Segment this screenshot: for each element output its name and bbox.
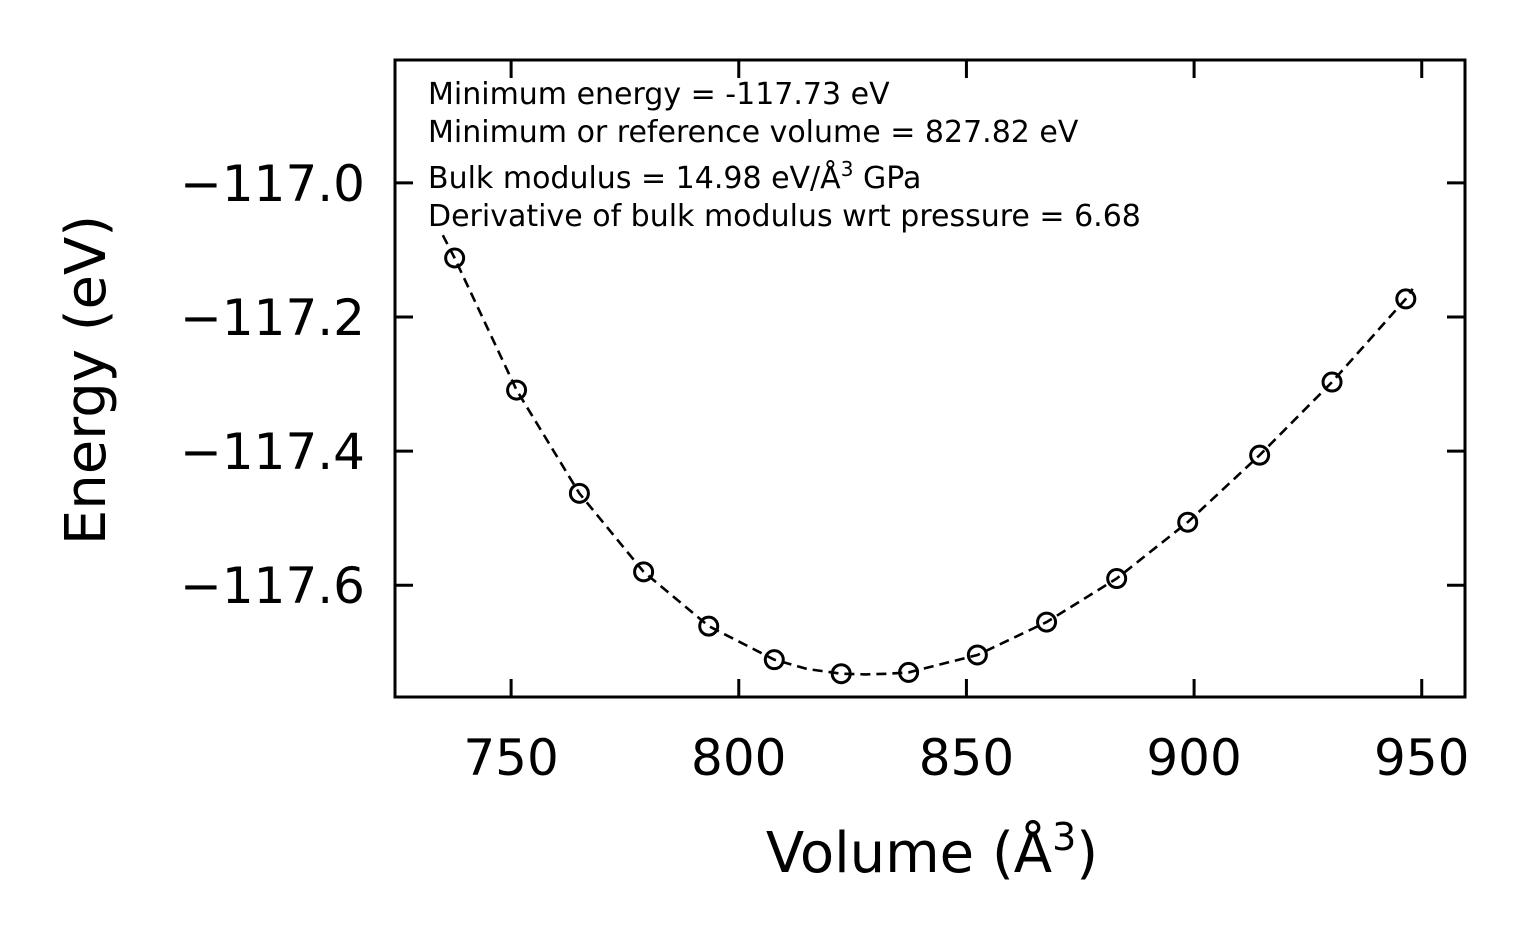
data-points [444, 247, 1417, 685]
data-point [966, 644, 988, 666]
y-tick-label: −117.6 [180, 557, 365, 615]
data-point [1395, 288, 1417, 310]
annotation-bulk-derivative: Derivative of bulk modulus wrt pressure … [428, 199, 1141, 234]
data-point [633, 561, 655, 583]
data-point [1177, 511, 1199, 533]
annotation-bulk-modulus: Bulk modulus = 14.98 eV/Å3 GPa [428, 157, 921, 196]
y-tick-label: −117.2 [180, 289, 365, 347]
annotation-min-energy: Minimum energy = -117.73 eV [428, 77, 890, 112]
y-axis-title: Energy (eV) [54, 215, 119, 545]
data-point [444, 247, 466, 269]
data-point [568, 482, 590, 504]
annotation-bulk-modulus-text: Bulk modulus = 14.98 eV/Å [428, 160, 841, 196]
plot-frame [393, 58, 1467, 699]
x-tick-label: 950 [1374, 729, 1469, 787]
data-point [830, 663, 852, 685]
x-axis-title-text: Volume (Å [766, 820, 1052, 886]
x-tick-label: 900 [1146, 729, 1241, 787]
x-tick-label: 850 [919, 729, 1014, 787]
data-point [1106, 568, 1128, 590]
x-tick-label: 800 [691, 729, 786, 787]
x-axis-title-sup: 3 [1052, 815, 1076, 859]
data-point [698, 615, 720, 637]
x-axis-title: Volume (Å3) [766, 815, 1098, 886]
data-point [1321, 371, 1343, 393]
y-tick-label: −117.4 [180, 423, 365, 481]
annotation-bulk-modulus-sup: 3 [841, 157, 854, 181]
x-tick-labels: 750 800 850 900 950 [463, 729, 1469, 787]
x-axis-title-end: ) [1076, 821, 1098, 886]
axis-ticks [395, 60, 1465, 697]
annotation-bulk-modulus-unit: GPa [853, 161, 921, 196]
y-tick-label: −117.0 [180, 155, 365, 213]
x-tick-label: 750 [463, 729, 558, 787]
y-tick-labels: −117.0 −117.2 −117.4 −117.6 [180, 155, 365, 615]
data-point [506, 379, 528, 401]
data-point [898, 661, 920, 683]
fit-curve [441, 234, 1414, 676]
annotation-min-volume: Minimum or reference volume = 827.82 eV [428, 115, 1079, 150]
data-point [1036, 611, 1058, 633]
data-point [763, 649, 785, 671]
data-point [1249, 444, 1271, 466]
